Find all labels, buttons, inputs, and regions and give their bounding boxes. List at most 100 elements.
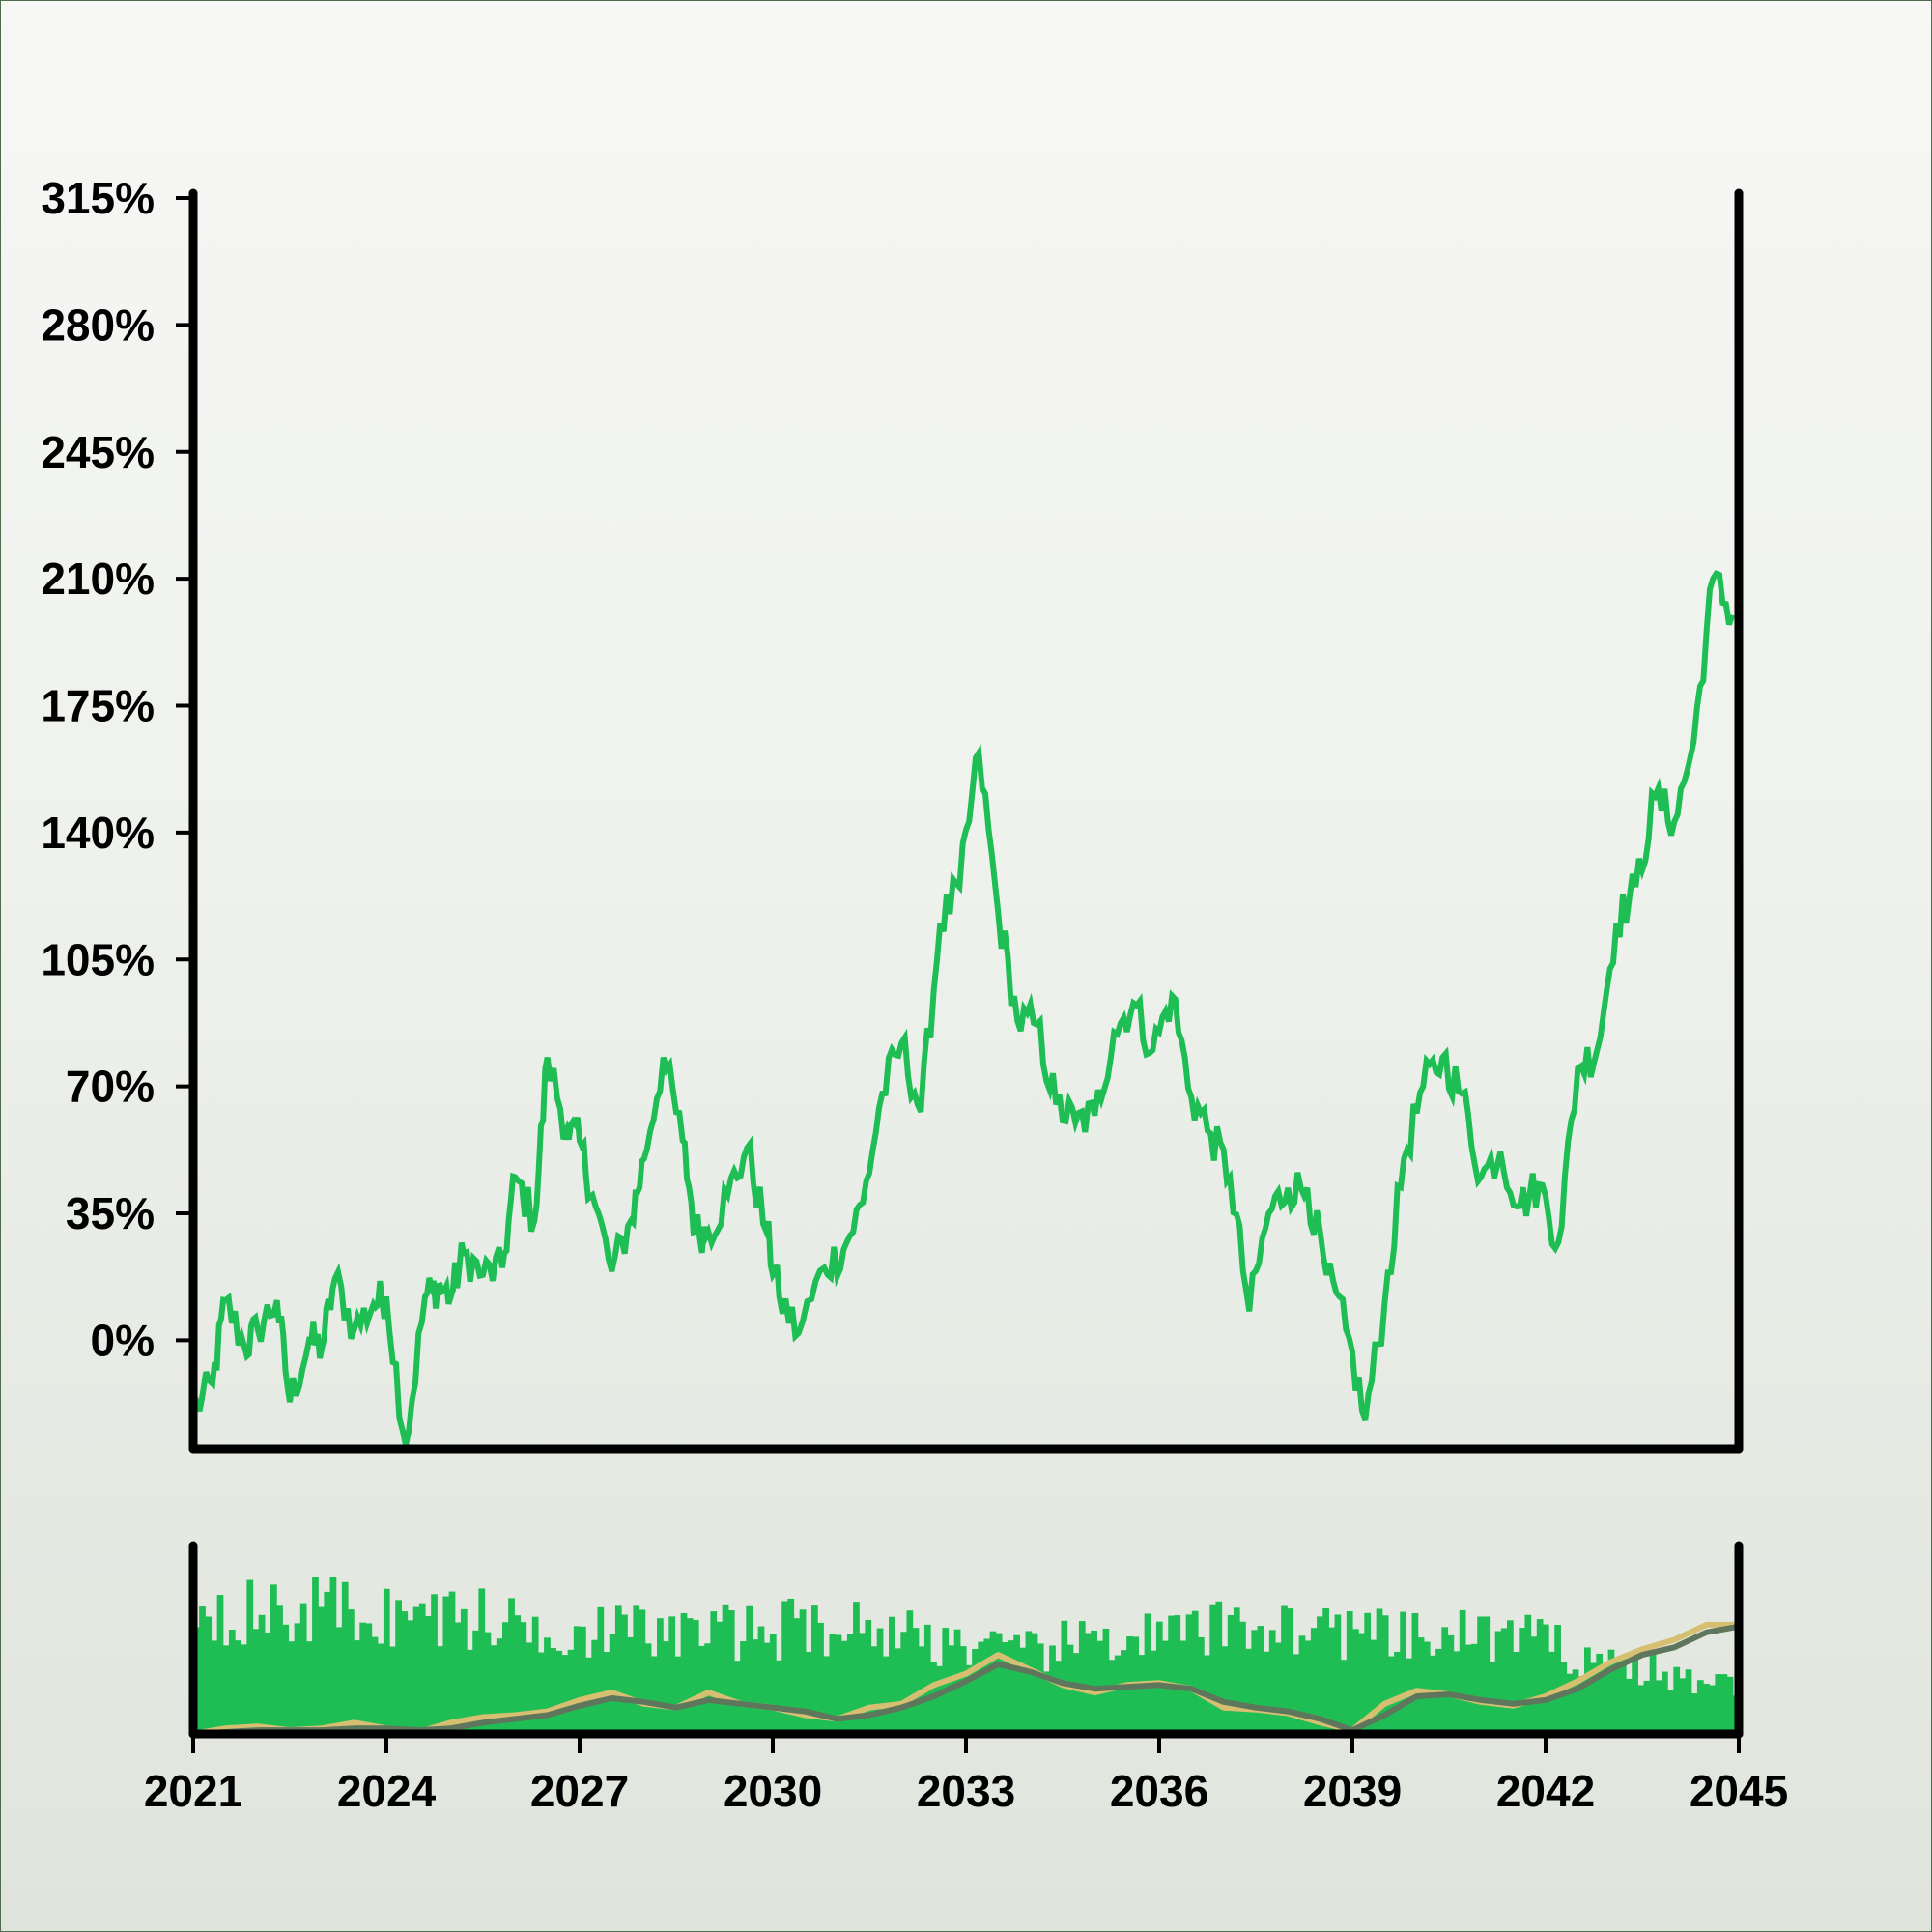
volume-bar (698, 1645, 705, 1734)
volume-bar (716, 1621, 724, 1734)
x-tick-label: 2030 (724, 1766, 822, 1816)
volume-bar (377, 1643, 384, 1734)
volume-bar (966, 1664, 973, 1734)
volume-bar (467, 1649, 473, 1734)
volume-bar (776, 1660, 782, 1734)
volume-bar (1655, 1680, 1662, 1734)
volume-bar (1394, 1651, 1401, 1734)
volume-bar (354, 1640, 360, 1734)
y-tick-label: 105% (41, 934, 155, 984)
volume-bar (401, 1611, 409, 1734)
volume-bar (1293, 1654, 1300, 1734)
volume-bar (1649, 1654, 1657, 1734)
volume-bar (1679, 1678, 1687, 1734)
volume-bar (383, 1588, 390, 1734)
volume-bar (793, 1618, 801, 1734)
volume-bar (1703, 1683, 1710, 1734)
volume-bar (1453, 1651, 1461, 1734)
volume-bar (1281, 1605, 1288, 1734)
volume-bar (895, 1648, 901, 1734)
volume-bar (1572, 1669, 1579, 1734)
volume-bar (1358, 1633, 1365, 1734)
volume-bar (1251, 1630, 1259, 1734)
x-tick-label: 2027 (530, 1766, 629, 1816)
volume-bar (270, 1584, 277, 1734)
volume-bar (1185, 1614, 1193, 1734)
volume-bar (1298, 1635, 1306, 1734)
volume-bar (526, 1642, 533, 1734)
volume-bar (1114, 1655, 1122, 1734)
volume-bar (1061, 1620, 1068, 1734)
volume-bar (657, 1618, 664, 1734)
volume-bar (241, 1644, 247, 1734)
volume-bar (1596, 1653, 1604, 1734)
volume-bar (1519, 1628, 1526, 1734)
volume-bar (674, 1656, 682, 1734)
volume-bar (1121, 1650, 1127, 1734)
volume-bar (1245, 1648, 1252, 1734)
x-tick-label: 2021 (144, 1766, 242, 1816)
volume-bar (299, 1603, 307, 1734)
volume-bar (1500, 1628, 1508, 1734)
volume-bar (633, 1605, 640, 1734)
volume-bar (734, 1661, 741, 1734)
volume-bar (1310, 1628, 1318, 1734)
volume-bar (1001, 1641, 1009, 1734)
volume-bar (1055, 1661, 1063, 1734)
volume-bar (1400, 1611, 1406, 1734)
volume-bar (889, 1616, 895, 1734)
y-axis-ticks: 0% 35% 70% 105% 140% 175% 210% 245% 280% 315% (41, 173, 193, 1365)
volume-bar (1387, 1656, 1395, 1734)
volume-bar (1613, 1662, 1621, 1734)
volume-bar (211, 1640, 218, 1734)
volume-bar (1215, 1601, 1223, 1734)
volume-bar (1536, 1619, 1544, 1734)
volume-bar (1619, 1659, 1627, 1734)
volume-bar (252, 1629, 260, 1734)
y-tick-label: 245% (41, 427, 155, 477)
volume-bar (437, 1646, 444, 1734)
volume-bar (484, 1632, 492, 1734)
volume-bar (1637, 1685, 1645, 1734)
volume-bar (1221, 1646, 1229, 1734)
volume-bar (900, 1632, 908, 1734)
volume-bar (276, 1605, 283, 1734)
volume-bar (1085, 1633, 1092, 1734)
volume-bar (1155, 1621, 1163, 1734)
volume-bar (972, 1649, 979, 1734)
volume-bar (829, 1634, 837, 1734)
volume-bar (550, 1648, 556, 1734)
volume-bar (1447, 1634, 1455, 1734)
volume-bar (235, 1640, 242, 1734)
volume-bar (692, 1620, 699, 1734)
volume-bar (1417, 1637, 1425, 1734)
volume-bar (1008, 1640, 1014, 1734)
volume-bar (1376, 1608, 1383, 1734)
volume-bar (431, 1594, 438, 1734)
volume-bar (923, 1624, 931, 1734)
volume-bar (621, 1614, 628, 1734)
volume-bar (840, 1640, 848, 1734)
volume-bar (520, 1622, 527, 1734)
volume-bar (865, 1619, 872, 1734)
volume-bar (1209, 1604, 1217, 1734)
volume-bar (1696, 1680, 1704, 1734)
volume-bar (1102, 1628, 1110, 1734)
y-tick-label: 140% (41, 808, 155, 858)
volume-bar (1441, 1627, 1449, 1734)
volume-bar (650, 1656, 658, 1734)
volume-bar (1494, 1631, 1502, 1734)
volume-bar (1072, 1653, 1080, 1734)
volume-bar (1352, 1629, 1359, 1734)
volume-bar (1198, 1636, 1205, 1734)
volume-bar (639, 1609, 646, 1734)
volume-bar (740, 1641, 747, 1734)
volume-bar (1542, 1624, 1549, 1734)
volume-bar (264, 1632, 271, 1734)
volume-bar (1019, 1647, 1027, 1734)
volume-bar (1709, 1685, 1716, 1734)
y-tick-label: 280% (41, 299, 155, 350)
volume-bar (1191, 1610, 1199, 1734)
volume-bar (704, 1643, 711, 1734)
